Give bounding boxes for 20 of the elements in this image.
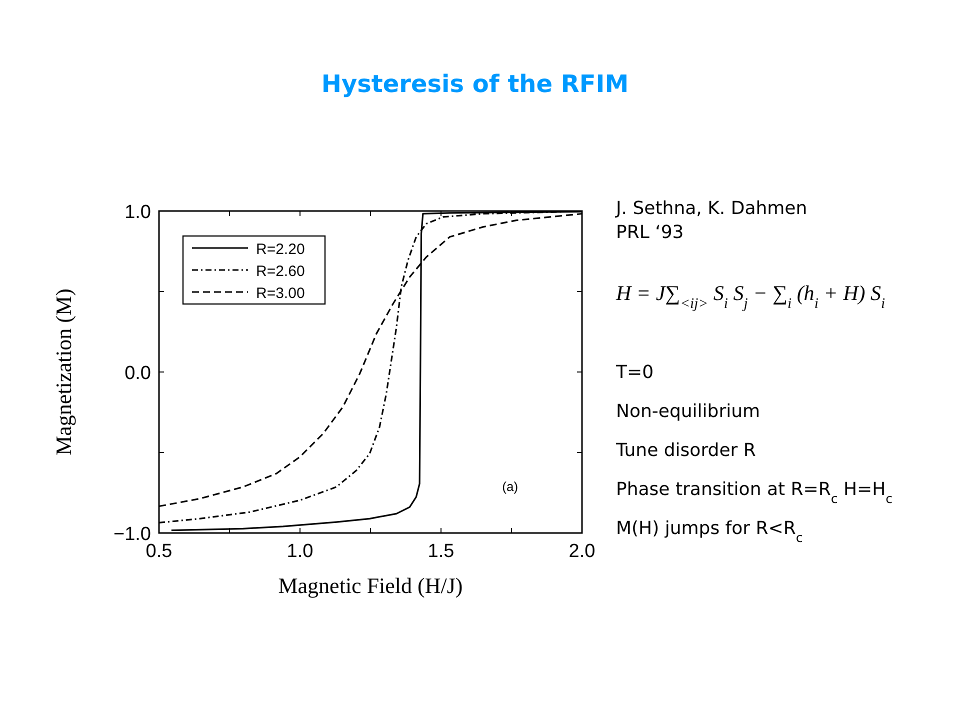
legend-label: R=3.00: [256, 285, 305, 302]
legend-label: R=2.60: [256, 263, 305, 280]
x-axis-title: Magnetic Field (H/J): [278, 573, 463, 598]
x-tick-label: 2.0: [568, 541, 596, 562]
legend-label: R=2.20: [256, 241, 305, 258]
y-axis-title: Magnetization (M): [51, 288, 76, 456]
text: Phase transition at R=R$_{c}$ H=H$_{c}$: [616, 479, 893, 506]
y-tick-label: 0.0: [124, 363, 151, 384]
text: H = J∑$_{<ij>}$ S$_{i}$ S$_{j}$ − ∑$_{i}$ (h$_{i}$ + H) S$_{i}$: [616, 281, 886, 312]
annotation: (a): [502, 479, 518, 494]
y-tick-label: 1.0: [124, 202, 151, 223]
text: J. Sethna, K. Dahmen: [615, 198, 808, 219]
text: PRL ‘93: [616, 222, 684, 243]
text: T=0: [615, 362, 654, 383]
text: M(H) jumps for R<R$_{c}$: [616, 518, 803, 544]
chart-title: Hysteresis of the RFIM: [321, 70, 629, 98]
text: Non-equilibrium: [616, 401, 760, 422]
x-tick-label: 1.0: [286, 541, 314, 562]
text: Tune disorder R: [615, 440, 756, 461]
x-tick-label: 1.5: [428, 541, 454, 562]
